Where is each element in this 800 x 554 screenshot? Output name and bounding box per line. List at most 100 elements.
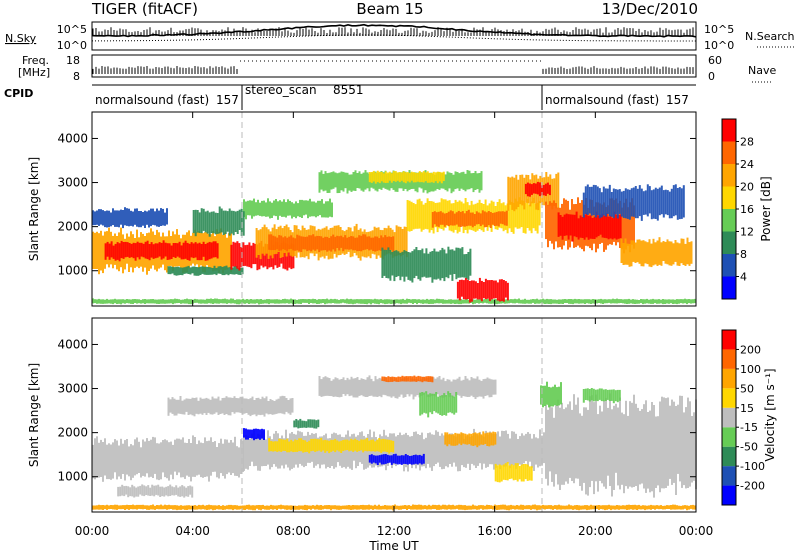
heatmap-cell xyxy=(584,505,586,510)
heatmap-cell xyxy=(384,439,387,452)
heatmap-cell xyxy=(132,299,134,304)
heatmap-cell xyxy=(441,433,443,470)
heatmap-cell xyxy=(566,505,568,510)
heatmap-cell xyxy=(285,398,288,412)
heatmap-cell xyxy=(476,283,479,300)
heatmap-cell xyxy=(513,177,516,212)
heatmap-cell xyxy=(202,241,205,257)
heatmap-cell xyxy=(426,298,428,304)
heatmap-cell xyxy=(354,378,357,398)
heatmap-cell xyxy=(291,398,294,413)
heatmap-cell xyxy=(688,242,691,266)
heatmap-cell xyxy=(326,505,328,510)
heatmap-cell xyxy=(355,436,357,469)
heatmap-cell xyxy=(390,299,392,304)
heatmap-cell xyxy=(176,438,178,476)
heatmap-cell xyxy=(596,505,598,509)
heatmap-cell xyxy=(440,505,442,510)
heatmap-cell xyxy=(177,399,180,414)
heatmap-cell xyxy=(510,464,513,479)
heatmap-cell xyxy=(162,240,165,259)
heatmap-cell xyxy=(176,505,178,511)
heatmap-cell xyxy=(138,299,140,304)
heatmap-cell xyxy=(299,418,302,428)
heatmap-cell xyxy=(514,505,516,510)
heatmap-cell xyxy=(619,214,622,239)
heatmap-cell xyxy=(183,267,186,274)
heatmap-cell xyxy=(307,200,309,219)
heatmap-cell xyxy=(330,439,333,452)
heatmap-cell xyxy=(655,416,657,488)
heatmap-cell xyxy=(344,299,346,304)
heatmap-cell xyxy=(288,236,291,250)
heatmap-cell xyxy=(294,505,296,510)
heatmap-cell xyxy=(498,299,500,304)
heatmap-cell xyxy=(393,250,396,282)
heatmap-cell xyxy=(370,454,373,464)
heatmap-cell xyxy=(128,505,130,510)
heatmap-cell xyxy=(238,505,240,510)
heatmap-cell xyxy=(467,435,469,464)
heatmap-cell xyxy=(507,176,510,211)
heatmap-cell xyxy=(442,504,444,510)
heatmap-cell xyxy=(464,505,466,511)
heatmap-cell xyxy=(313,201,315,217)
heatmap-cell xyxy=(358,235,361,251)
heatmap-cell xyxy=(691,416,693,483)
heatmap-cell xyxy=(140,211,142,228)
heatmap-cell xyxy=(440,379,443,398)
heatmap-cell xyxy=(247,399,250,415)
heatmap-cell xyxy=(546,381,548,405)
heatmap-cell xyxy=(378,504,380,510)
heatmap-cell xyxy=(391,376,394,382)
heatmap-cell xyxy=(259,434,261,471)
heatmap-cell xyxy=(444,432,447,445)
heatmap-cell xyxy=(164,299,166,304)
heatmap-cell xyxy=(477,212,480,225)
heatmap-cell xyxy=(374,376,377,397)
heatmap-cell xyxy=(289,398,292,415)
heatmap-cell xyxy=(378,238,381,251)
heatmap-cell xyxy=(264,505,266,510)
heatmap-cell xyxy=(632,240,635,262)
heatmap-cell xyxy=(596,299,598,304)
nave-label: Nave xyxy=(748,64,776,77)
heatmap-cell xyxy=(412,172,415,183)
date-title: 13/Dec/2010 xyxy=(602,0,698,18)
heatmap-cell xyxy=(468,170,471,190)
heatmap-cell xyxy=(580,299,582,304)
heatmap-cell xyxy=(644,241,647,264)
heatmap-cell xyxy=(650,299,652,304)
heatmap-cell xyxy=(304,440,307,453)
heatmap-cell xyxy=(174,439,176,472)
heatmap-cell xyxy=(378,377,381,397)
heatmap-cell xyxy=(509,177,512,205)
heatmap-cell xyxy=(314,299,316,304)
heatmap-cell xyxy=(150,242,153,258)
heatmap-cell xyxy=(204,505,206,510)
heatmap-cell xyxy=(662,241,665,261)
heatmap-cell xyxy=(134,505,136,510)
heatmap-cell xyxy=(512,465,515,481)
heatmap-cell xyxy=(420,504,422,510)
heatmap-cell xyxy=(458,504,460,510)
heatmap-cell xyxy=(148,244,151,261)
heatmap-cell xyxy=(606,299,608,304)
heatmap-cell xyxy=(606,188,609,214)
heatmap-cell xyxy=(106,504,108,510)
heatmap-cell xyxy=(265,396,268,414)
heatmap-cell xyxy=(256,505,258,509)
heatmap-cell xyxy=(308,505,310,510)
heatmap-cell xyxy=(164,439,166,478)
heatmap-cell xyxy=(528,505,530,510)
heatmap-cell xyxy=(441,247,444,279)
heatmap-cell xyxy=(96,505,98,510)
freq-panel: Freq. [MHz] 18 8 60 0 Nave xyxy=(18,54,776,83)
heatmap-cell xyxy=(194,209,197,237)
heatmap-cell xyxy=(374,504,376,510)
heatmap-cell xyxy=(653,405,655,498)
heatmap-cell xyxy=(663,397,665,489)
heatmap-cell xyxy=(372,299,374,304)
heatmap-cell xyxy=(444,504,446,510)
heatmap-cell xyxy=(218,443,220,479)
